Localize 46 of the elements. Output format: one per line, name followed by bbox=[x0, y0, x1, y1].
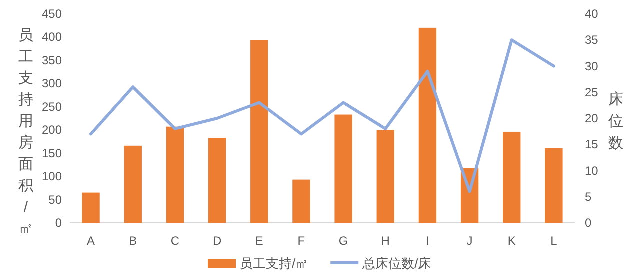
x-tick-label: B bbox=[129, 234, 138, 248]
x-tick-label: H bbox=[381, 234, 390, 248]
bar bbox=[82, 192, 100, 223]
y-tick-label: 150 bbox=[42, 146, 62, 160]
legend-label: 员工支持/㎡ bbox=[240, 256, 309, 271]
bar bbox=[292, 180, 310, 223]
x-tick-label: C bbox=[170, 234, 180, 248]
y-tick-label: 300 bbox=[42, 76, 62, 91]
legend-label: 总床位数/床 bbox=[362, 256, 432, 271]
y2-tick-label: 35 bbox=[585, 33, 599, 48]
y-tick-label: 400 bbox=[42, 30, 62, 44]
bar bbox=[545, 148, 563, 223]
y-tick-label: 450 bbox=[42, 7, 62, 21]
y2-tick-label: 10 bbox=[585, 164, 599, 178]
y-tick-label: 350 bbox=[42, 53, 62, 68]
y2-tick-label: 0 bbox=[585, 216, 592, 230]
bar bbox=[250, 40, 268, 223]
bar bbox=[334, 114, 352, 223]
y-axis-title: 员工支持用房面积/㎡ bbox=[18, 27, 34, 238]
y-tick-label: 0 bbox=[55, 216, 62, 230]
y2-tick-label: 20 bbox=[585, 112, 599, 126]
x-tick-label: I bbox=[426, 234, 430, 248]
bar bbox=[166, 126, 184, 223]
y-tick-label: 50 bbox=[48, 192, 62, 207]
x-tick-label: E bbox=[255, 234, 264, 248]
y-tick-label: 200 bbox=[42, 123, 62, 138]
x-tick-label: J bbox=[466, 234, 473, 248]
x-tick-label: G bbox=[338, 234, 348, 248]
x-tick-label: A bbox=[87, 234, 96, 248]
y2-tick-label: 5 bbox=[585, 190, 592, 204]
bar bbox=[376, 130, 394, 223]
y2-tick-label: 30 bbox=[585, 59, 599, 74]
y2-tick-label: 40 bbox=[585, 7, 599, 21]
bar bbox=[418, 28, 437, 223]
y-tick-label: 250 bbox=[42, 100, 62, 114]
x-tick-label: F bbox=[298, 234, 306, 248]
bar bbox=[503, 132, 521, 223]
y2-axis-title: 床位数 bbox=[608, 91, 624, 152]
y2-tick-label: 15 bbox=[585, 138, 599, 152]
y2-tick-label: 25 bbox=[585, 85, 599, 100]
x-tick-label: D bbox=[212, 234, 222, 248]
bar bbox=[124, 146, 142, 223]
x-tick-label: K bbox=[508, 234, 516, 248]
y-tick-label: 100 bbox=[42, 170, 62, 184]
x-tick-label: L bbox=[550, 234, 558, 248]
bar bbox=[208, 138, 226, 223]
